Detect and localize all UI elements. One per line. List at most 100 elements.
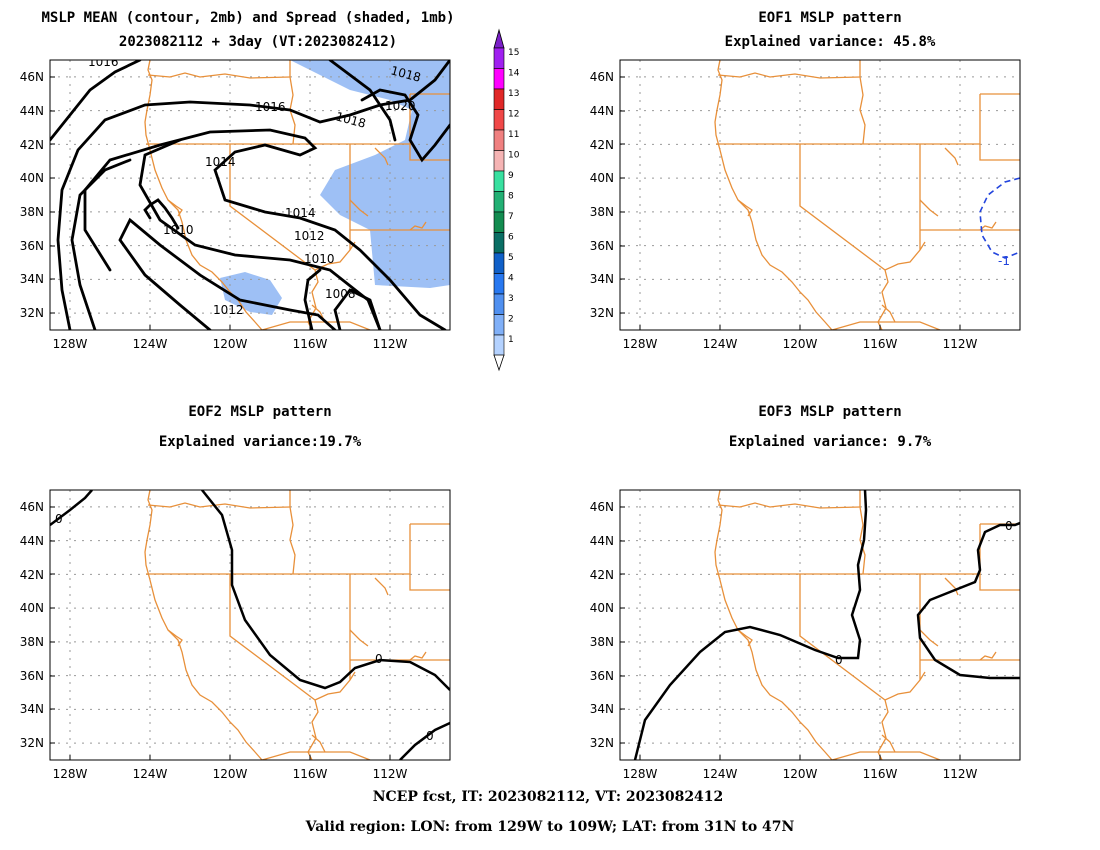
eof2-contours xyxy=(50,490,450,760)
colorbar-cell xyxy=(493,252,505,274)
colorbar-label: 4 xyxy=(508,274,514,284)
svg-text:1020: 1020 xyxy=(385,99,416,113)
colorbar-cell xyxy=(493,150,505,172)
svg-text:34N: 34N xyxy=(20,272,44,286)
eof3-contour-labels: 0 0 xyxy=(835,519,1013,667)
svg-text:120W: 120W xyxy=(213,337,248,351)
svg-text:32N: 32N xyxy=(590,306,614,320)
panel2-title: EOF1 MSLP pattern xyxy=(758,10,902,26)
colorbar-label: 13 xyxy=(508,89,519,99)
svg-text:1018: 1018 xyxy=(334,109,367,130)
svg-text:36N: 36N xyxy=(590,239,614,253)
tick-marks xyxy=(50,76,961,760)
colorbar-cell xyxy=(493,314,505,336)
svg-text:46N: 46N xyxy=(590,70,614,84)
colorbar-cell xyxy=(493,88,505,110)
panel1-frame xyxy=(49,59,451,331)
svg-text:1016: 1016 xyxy=(88,55,119,69)
panel3-map: 0 0 0 xyxy=(50,490,450,760)
colorbar-label: 3 xyxy=(508,294,514,304)
colorbar-cell xyxy=(493,293,505,315)
svg-text:116W: 116W xyxy=(863,767,898,781)
svg-text:34N: 34N xyxy=(590,702,614,716)
svg-text:0: 0 xyxy=(835,653,843,667)
colorbar-cell xyxy=(493,191,505,213)
svg-text:112W: 112W xyxy=(373,337,408,351)
svg-text:40N: 40N xyxy=(590,171,614,185)
svg-text:44N: 44N xyxy=(590,534,614,548)
colorbar-label: 12 xyxy=(508,110,519,120)
svg-text:1014: 1014 xyxy=(205,155,236,169)
colorbar-cells xyxy=(493,47,505,356)
svg-text:128W: 128W xyxy=(623,337,658,351)
panel3-frame xyxy=(49,489,451,761)
footer-line2: Valid region: LON: from 129W to 109W; LA… xyxy=(305,819,795,835)
svg-text:46N: 46N xyxy=(20,70,44,84)
svg-text:128W: 128W xyxy=(53,337,88,351)
svg-text:1014: 1014 xyxy=(285,206,316,220)
svg-text:120W: 120W xyxy=(213,767,248,781)
colorbar-cell xyxy=(493,68,505,90)
svg-text:40N: 40N xyxy=(20,171,44,185)
panel4-subtitle: Explained variance: 9.7% xyxy=(728,434,932,450)
colorbar-label: 8 xyxy=(508,192,514,202)
svg-text:42N: 42N xyxy=(20,138,44,152)
svg-text:42N: 42N xyxy=(20,568,44,582)
eof1-contour-label: -1 xyxy=(998,254,1010,268)
axis-labels: 46N 44N 42N 40N 38N 36N 34N 32N 128W 124… xyxy=(20,70,978,781)
colorbar-label: 10 xyxy=(508,151,520,161)
colorbar-label: 9 xyxy=(508,171,514,181)
colorbar-cell xyxy=(493,109,505,131)
colorbar-label: 2 xyxy=(508,315,514,325)
panel4-title: EOF3 MSLP pattern xyxy=(758,404,902,420)
svg-text:40N: 40N xyxy=(20,601,44,615)
svg-text:32N: 32N xyxy=(590,736,614,750)
svg-text:44N: 44N xyxy=(20,104,44,118)
svg-text:32N: 32N xyxy=(20,306,44,320)
colorbar-cell xyxy=(493,129,505,151)
colorbar-top-arrow xyxy=(493,28,505,49)
colorbar-label: 6 xyxy=(508,233,514,243)
svg-text:42N: 42N xyxy=(590,568,614,582)
svg-text:124W: 124W xyxy=(133,337,168,351)
colorbar-label: 11 xyxy=(508,130,519,140)
svg-text:112W: 112W xyxy=(943,337,978,351)
svg-text:1010: 1010 xyxy=(304,252,335,266)
svg-text:38N: 38N xyxy=(20,205,44,219)
colorbar-cell xyxy=(493,334,505,356)
svg-text:42N: 42N xyxy=(590,138,614,152)
svg-text:116W: 116W xyxy=(293,767,328,781)
colorbar: 15 14 13 12 11 10 9 8 7 6 5 4 3 2 1 xyxy=(493,28,520,372)
svg-text:1012: 1012 xyxy=(213,303,244,317)
svg-text:34N: 34N xyxy=(20,702,44,716)
svg-text:116W: 116W xyxy=(293,337,328,351)
svg-text:1016: 1016 xyxy=(255,100,286,114)
panel4-map: 0 0 xyxy=(620,490,1020,760)
panel3-title: EOF2 MSLP pattern xyxy=(188,404,332,420)
eof1-contours xyxy=(979,177,1020,259)
footer-line1: NCEP fcst, IT: 2023082112, VT: 202308241… xyxy=(372,789,724,805)
svg-text:38N: 38N xyxy=(590,635,614,649)
svg-text:116W: 116W xyxy=(863,337,898,351)
svg-text:120W: 120W xyxy=(783,767,818,781)
colorbar-label: 7 xyxy=(508,212,514,222)
svg-text:36N: 36N xyxy=(20,239,44,253)
panel2-map: -1 xyxy=(620,60,1020,330)
colorbar-cell xyxy=(493,232,505,254)
svg-text:1010: 1010 xyxy=(163,223,194,237)
svg-text:44N: 44N xyxy=(590,104,614,118)
svg-text:38N: 38N xyxy=(20,635,44,649)
svg-text:32N: 32N xyxy=(20,736,44,750)
svg-text:120W: 120W xyxy=(783,337,818,351)
svg-text:38N: 38N xyxy=(590,205,614,219)
colorbar-bottom-arrow xyxy=(493,354,505,372)
svg-text:124W: 124W xyxy=(703,767,738,781)
svg-text:0: 0 xyxy=(375,652,383,666)
svg-text:46N: 46N xyxy=(590,500,614,514)
colorbar-cell xyxy=(493,170,505,192)
svg-text:128W: 128W xyxy=(623,767,658,781)
panel4-frame xyxy=(619,489,1021,761)
svg-text:112W: 112W xyxy=(943,767,978,781)
svg-text:124W: 124W xyxy=(133,767,168,781)
colorbar-label: 15 xyxy=(508,48,519,58)
